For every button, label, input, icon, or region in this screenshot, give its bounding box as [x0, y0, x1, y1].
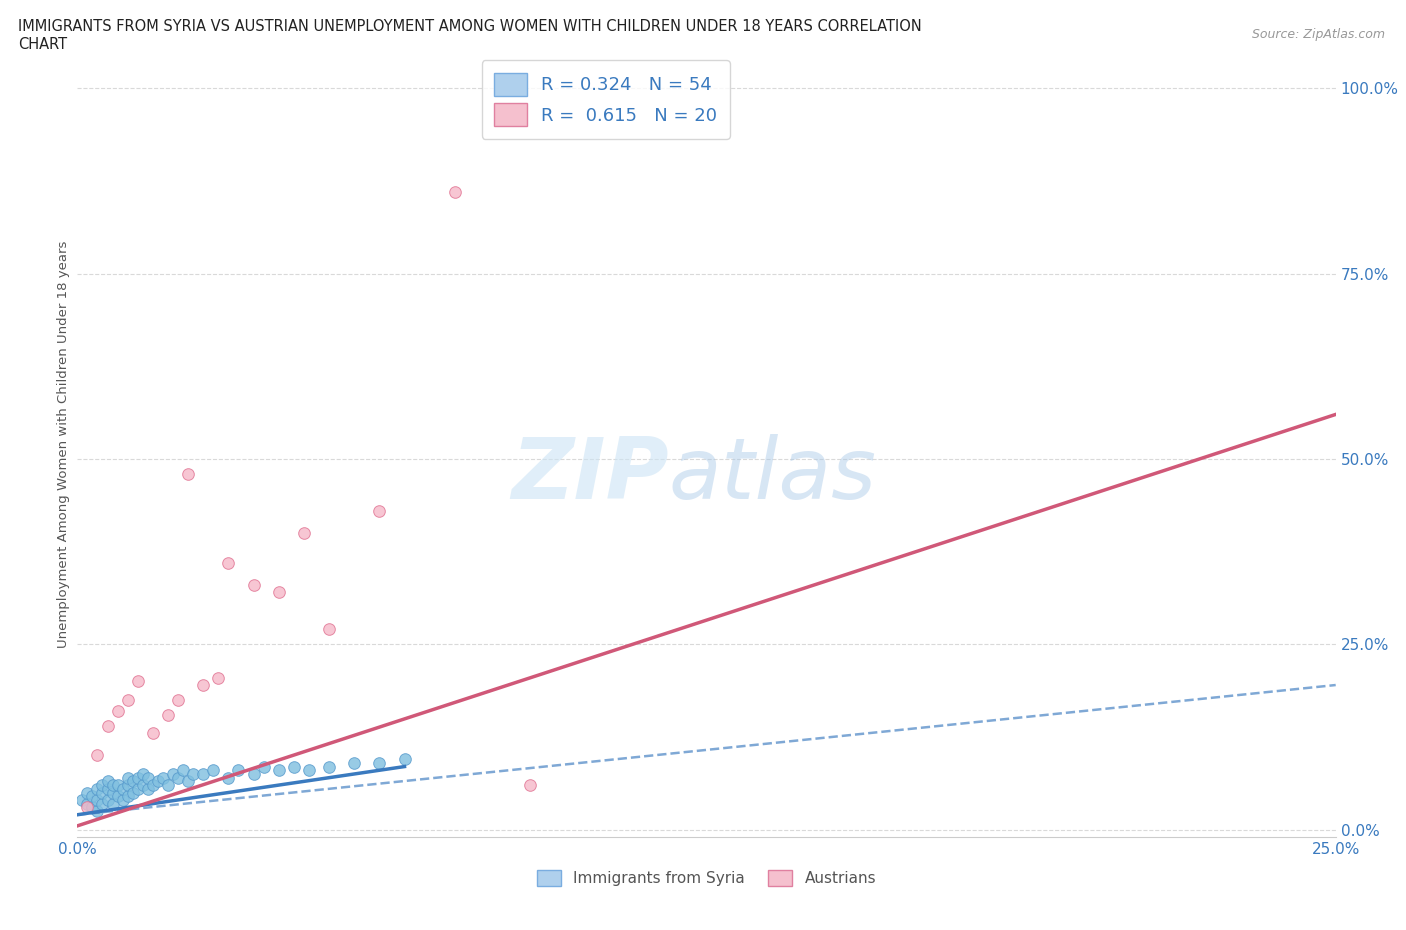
- Point: [101, 777, 124, 792]
- Point: [217, 555, 239, 570]
- Point: [267, 585, 290, 600]
- Point: [202, 763, 225, 777]
- Point: [177, 466, 200, 481]
- Point: [267, 763, 290, 777]
- Point: [96, 718, 118, 733]
- Point: [172, 763, 194, 777]
- Point: [181, 766, 204, 781]
- Point: [318, 759, 340, 774]
- Point: [107, 789, 129, 804]
- Point: [156, 777, 179, 792]
- Point: [127, 781, 149, 796]
- Text: CHART: CHART: [18, 37, 67, 52]
- Point: [101, 796, 124, 811]
- Point: [86, 748, 108, 763]
- Y-axis label: Unemployment Among Women with Children Under 18 years: Unemployment Among Women with Children U…: [56, 240, 70, 648]
- Point: [127, 770, 149, 785]
- Point: [117, 693, 139, 708]
- Text: atlas: atlas: [669, 434, 877, 517]
- Point: [242, 578, 264, 592]
- Point: [242, 766, 264, 781]
- Point: [162, 766, 184, 781]
- Point: [91, 785, 114, 800]
- Point: [76, 800, 98, 815]
- Point: [217, 770, 239, 785]
- Point: [146, 774, 169, 789]
- Point: [298, 763, 321, 777]
- Point: [207, 671, 229, 685]
- Point: [86, 792, 108, 807]
- Point: [117, 777, 139, 792]
- Point: [72, 792, 94, 807]
- Point: [132, 777, 155, 792]
- Point: [343, 755, 366, 770]
- Point: [191, 678, 215, 693]
- Point: [394, 751, 416, 766]
- Text: Source: ZipAtlas.com: Source: ZipAtlas.com: [1251, 28, 1385, 41]
- Point: [132, 766, 155, 781]
- Point: [191, 766, 215, 781]
- Point: [107, 703, 129, 718]
- Point: [121, 785, 143, 800]
- Point: [117, 770, 139, 785]
- Point: [228, 763, 250, 777]
- Point: [127, 674, 149, 689]
- Point: [142, 725, 165, 740]
- Point: [252, 759, 274, 774]
- Point: [136, 770, 159, 785]
- Point: [107, 777, 129, 792]
- Point: [91, 777, 114, 792]
- Point: [76, 785, 98, 800]
- Point: [167, 770, 190, 785]
- Point: [152, 770, 174, 785]
- Point: [142, 777, 165, 792]
- Point: [96, 781, 118, 796]
- Point: [86, 781, 108, 796]
- Point: [82, 789, 104, 804]
- Point: [111, 792, 134, 807]
- Point: [444, 184, 467, 199]
- Text: ZIP: ZIP: [512, 434, 669, 517]
- Point: [91, 796, 114, 811]
- Text: IMMIGRANTS FROM SYRIA VS AUSTRIAN UNEMPLOYMENT AMONG WOMEN WITH CHILDREN UNDER 1: IMMIGRANTS FROM SYRIA VS AUSTRIAN UNEMPL…: [18, 19, 922, 33]
- Point: [101, 785, 124, 800]
- Point: [96, 792, 118, 807]
- Point: [156, 707, 179, 722]
- Point: [136, 781, 159, 796]
- Point: [167, 693, 190, 708]
- Point: [86, 804, 108, 818]
- Point: [368, 755, 391, 770]
- Point: [82, 800, 104, 815]
- Point: [368, 503, 391, 518]
- Point: [283, 759, 305, 774]
- Point: [96, 774, 118, 789]
- Point: [111, 781, 134, 796]
- Point: [519, 777, 541, 792]
- Point: [292, 525, 315, 540]
- Point: [76, 796, 98, 811]
- Point: [121, 774, 143, 789]
- Point: [318, 622, 340, 637]
- Legend: Immigrants from Syria, Austrians: Immigrants from Syria, Austrians: [530, 864, 883, 892]
- Point: [177, 774, 200, 789]
- Point: [117, 789, 139, 804]
